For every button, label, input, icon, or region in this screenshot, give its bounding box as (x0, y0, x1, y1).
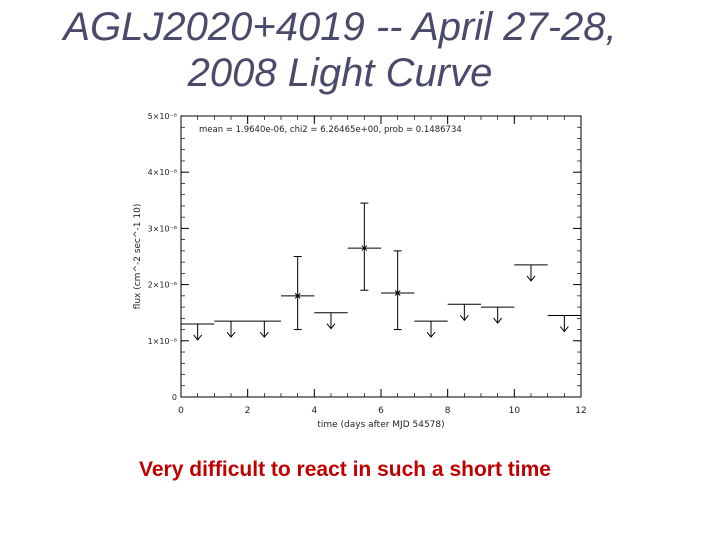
upper-limit-arrow-head (259, 331, 269, 338)
upper-limit-arrow-head (426, 331, 436, 338)
x-tick-label: 2 (245, 406, 251, 416)
upper-limit-arrow-head (526, 275, 536, 282)
x-tick-label: 0 (178, 406, 184, 416)
data-point-marker (361, 245, 368, 251)
slide-title-line-1: AGLJ2020+4019 -- April 27-28, (63, 5, 617, 49)
slide-caption: Very difficult to react in such a short … (139, 458, 551, 481)
y-tick-label: 4×10⁻⁶ (148, 168, 177, 177)
x-tick-label: 12 (575, 406, 586, 416)
upper-limit-arrow-head (326, 323, 336, 330)
x-tick-label: 10 (509, 406, 521, 416)
y-tick-label: 5×10⁻⁶ (148, 112, 177, 121)
upper-limit-arrow-head (226, 331, 236, 338)
upper-limit-arrow-head (559, 326, 569, 333)
x-axis-label: time (days after MJD 54578) (317, 420, 444, 430)
x-tick-label: 8 (445, 406, 451, 416)
slide-title: AGLJ2020+4019 -- April 27-28, 2008 Light… (0, 4, 680, 96)
upper-limit-arrow-head (459, 314, 469, 322)
y-tick-label: 2×10⁻⁶ (148, 281, 177, 290)
plot-frame (180, 115, 582, 398)
x-tick-label: 6 (378, 406, 384, 416)
slide-title-line-2: 2008 Light Curve (187, 51, 493, 95)
chart-annotation: mean = 1.9640e-06, chi2 = 6.26465e+00, p… (199, 125, 462, 135)
upper-limit-arrow-head (193, 334, 203, 341)
y-tick-label: 0 (172, 393, 177, 402)
light-curve-chart: 0 2 4 6 8 10 12 0 1×10⁻⁶ 2×10⁻⁶ 3×10⁻⁶ 4×10⁻⁶ 5×10⁻⁶… (133, 112, 587, 430)
upper-limit-arrow-head (493, 317, 503, 324)
data-point-marker (294, 292, 301, 299)
y-tick-label: 3×10⁻⁶ (148, 224, 177, 233)
y-tick-label: 1×10⁻⁶ (148, 337, 177, 346)
data-point-marker (394, 290, 401, 296)
x-tick-label: 4 (311, 406, 317, 416)
y-axis-label: flux (cm^-2 sec^-1 10) (133, 204, 143, 310)
